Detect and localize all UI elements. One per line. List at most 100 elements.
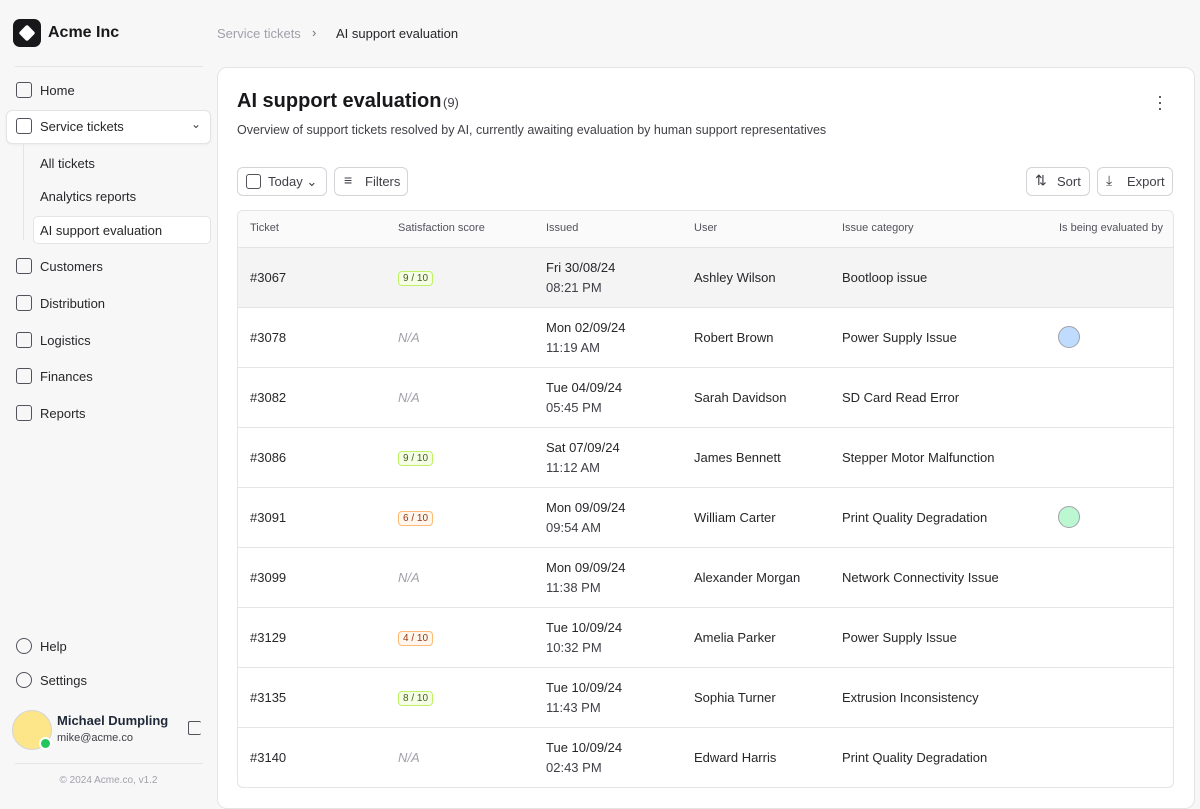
- ticket-id[interactable]: #3129: [250, 630, 287, 645]
- logout-button[interactable]: [188, 721, 201, 735]
- issued-date: Mon 09/09/24: [546, 500, 626, 515]
- issue-category: Power Supply Issue: [842, 330, 957, 345]
- nav-active-box: [6, 110, 211, 144]
- issued-time: 09:54 AM: [546, 520, 601, 535]
- column-header: Is being evaluated by: [1059, 222, 1163, 234]
- nav-item[interactable]: Logistics: [40, 333, 91, 348]
- ticket-id[interactable]: #3099: [250, 570, 287, 585]
- issue-category: Extrusion Inconsistency: [842, 690, 979, 705]
- label: Sort: [1057, 174, 1081, 189]
- column-header: Ticket: [250, 222, 279, 234]
- issued-time: 05:45 PM: [546, 400, 602, 415]
- date-button[interactable]: Today ⌄: [237, 167, 327, 196]
- nav-subitem[interactable]: AI support evaluation: [40, 223, 163, 238]
- nav-item[interactable]: Home: [40, 83, 75, 98]
- score-badge: 9 / 10: [398, 271, 434, 286]
- row-divider: [238, 487, 1173, 488]
- row-divider: [238, 427, 1173, 428]
- user: James Bennett: [694, 450, 781, 465]
- nav-item[interactable]: Help: [40, 639, 67, 654]
- column-header: Satisfaction score: [398, 222, 485, 234]
- user-avatar: [12, 710, 52, 750]
- table: Ticket Satisfaction score Issued User Issue …: [237, 210, 1174, 788]
- label: Today: [268, 174, 303, 189]
- breadcrumb-link[interactable]: Service tickets: [217, 26, 301, 41]
- nav-icon: [16, 332, 32, 348]
- ticket-id[interactable]: #3091: [250, 510, 287, 525]
- nav-item[interactable]: Reports: [40, 406, 86, 421]
- nav-item[interactable]: Finances: [40, 369, 93, 384]
- nav-sub-active: [33, 216, 211, 244]
- score-badge: 4 / 10: [398, 631, 434, 646]
- issued-date: Tue 04/09/24: [546, 380, 623, 395]
- issue-category: Stepper Motor Malfunction: [842, 450, 995, 465]
- export-button[interactable]: ⤓ Export: [1097, 167, 1173, 196]
- evaluator-avatar: [1058, 506, 1080, 528]
- ticket-id[interactable]: #3086: [250, 450, 287, 465]
- score-badge: 8 / 10: [398, 691, 434, 706]
- nav-subitem[interactable]: Analytics reports: [40, 189, 137, 204]
- nav-item[interactable]: Customers: [40, 259, 103, 274]
- issued-date: Fri 30/08/24: [546, 260, 616, 275]
- user-name: Michael Dumpling: [57, 713, 169, 728]
- issue-category: SD Card Read Error: [842, 390, 960, 405]
- nav-item[interactable]: Distribution: [40, 296, 106, 311]
- column-header: User: [694, 222, 718, 234]
- issued-time: 11:38 PM: [546, 580, 601, 595]
- issued-time: 10:32 PM: [546, 640, 602, 655]
- issued-date: Tue 10/09/24: [546, 740, 623, 755]
- issue-category: Power Supply Issue: [842, 630, 957, 645]
- nav-icon: [16, 405, 32, 421]
- chevron[interactable]: ⌄: [191, 117, 202, 131]
- nav-icon: [16, 672, 32, 688]
- row-divider: [238, 547, 1173, 548]
- user: Amelia Parker: [694, 630, 776, 645]
- more-button[interactable]: · · ·: [1157, 86, 1163, 118]
- nav-icon: [16, 82, 32, 98]
- score-na: N/A: [398, 750, 420, 765]
- ticket-id[interactable]: #3140: [250, 750, 287, 765]
- score-na: N/A: [398, 570, 420, 585]
- ticket-id[interactable]: #3082: [250, 390, 287, 405]
- score-badge: 9 / 10: [398, 451, 434, 466]
- issued-time: 02:43 PM: [546, 760, 602, 775]
- row-divider: [238, 307, 1173, 308]
- sort-button[interactable]: ⇅ Sort: [1026, 167, 1090, 196]
- user: Ashley Wilson: [694, 270, 776, 285]
- nav-subitem[interactable]: All tickets: [40, 156, 95, 171]
- user: Sophia Turner: [694, 690, 776, 705]
- nav-item[interactable]: Settings: [40, 673, 87, 688]
- ticket-id[interactable]: #3067: [250, 270, 287, 285]
- label: Export: [1127, 174, 1165, 189]
- issued-date: Mon 09/09/24: [546, 560, 626, 575]
- nav-icon: [16, 258, 32, 274]
- issued-time: 11:43 PM: [546, 700, 601, 715]
- brand: Acme Inc: [48, 24, 120, 41]
- divider: [15, 763, 203, 764]
- nav-item[interactable]: Service tickets: [40, 119, 124, 134]
- logo: [13, 19, 41, 47]
- user: Robert Brown: [694, 330, 774, 345]
- user-email: mike@acme.co: [57, 732, 133, 744]
- breadcrumb-sep: ›: [312, 25, 317, 40]
- nav-icon: [16, 118, 32, 134]
- page-title: AI support evaluation: [237, 90, 442, 112]
- ticket-id[interactable]: #3078: [250, 330, 287, 345]
- table-header: [238, 211, 1173, 248]
- description: Overview of support tickets resolved by …: [237, 123, 827, 137]
- filters-button[interactable]: ≡ Filters: [334, 167, 408, 196]
- user: Sarah Davidson: [694, 390, 787, 405]
- issue-category: Print Quality Degradation: [842, 510, 988, 525]
- issue-category: Bootloop issue: [842, 270, 928, 285]
- nav-icon: [16, 368, 32, 384]
- row-divider: [238, 607, 1173, 608]
- issued-time: 11:19 AM: [546, 340, 600, 355]
- ticket-id[interactable]: #3135: [250, 690, 287, 705]
- footer: © 2024 Acme.co, v1.2: [59, 775, 158, 786]
- user: Alexander Morgan: [694, 570, 801, 585]
- count: (9): [443, 95, 459, 110]
- label: Filters: [365, 174, 401, 189]
- column-header: Issued: [546, 222, 579, 234]
- column-header: Issue category: [842, 222, 914, 234]
